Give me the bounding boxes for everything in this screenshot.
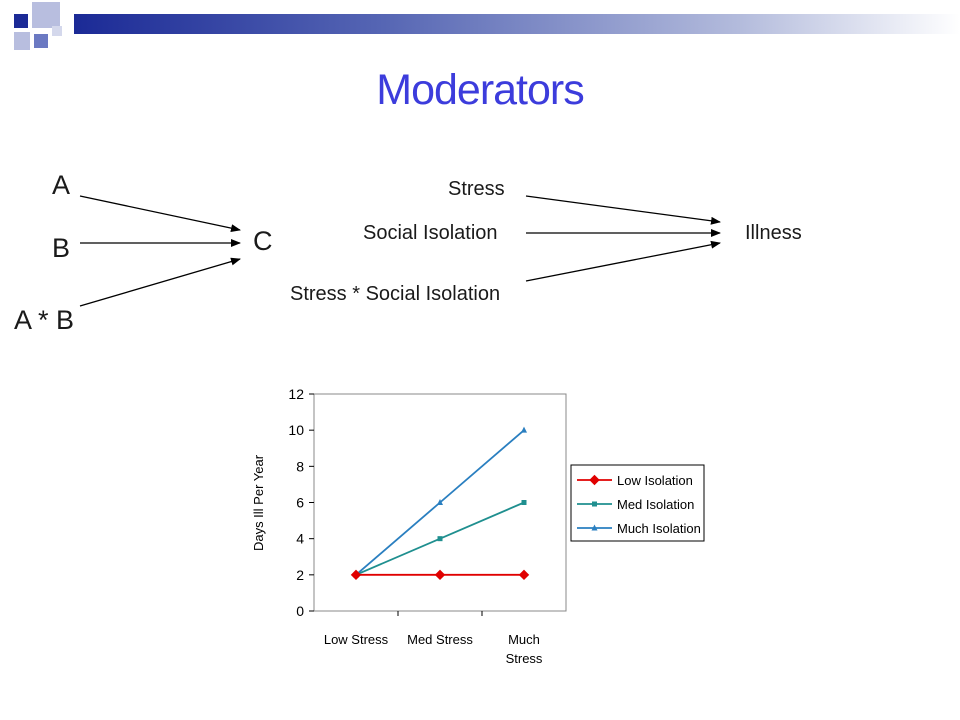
input-label-social-isolation: Social Isolation xyxy=(363,222,498,244)
y-axis-label: Days Ill Per Year xyxy=(251,454,266,551)
arrow-stress-to-illness xyxy=(525,195,721,225)
legend-label: Low Isolation xyxy=(617,473,693,488)
x-tick-label: Much xyxy=(508,632,540,647)
output-label-c: C xyxy=(253,226,273,256)
x-tick-label: Stress xyxy=(506,651,543,666)
data-point-triangle xyxy=(437,499,443,505)
legend-label: Much Isolation xyxy=(617,521,701,536)
arrow-a-to-c xyxy=(79,195,241,233)
legend: Low Isolation Med Isolation Much Isolation xyxy=(577,473,701,536)
data-point-diamond xyxy=(434,569,446,581)
data-point-triangle xyxy=(591,524,598,531)
input-label-stress: Stress xyxy=(448,178,505,200)
corner-square-mid xyxy=(34,34,48,48)
data-point-diamond xyxy=(589,474,600,486)
input-label-a: A xyxy=(52,170,71,200)
data-point-square xyxy=(521,500,527,505)
arrow-interaction-to-illness xyxy=(525,240,721,282)
page-title: Moderators xyxy=(376,66,584,114)
y-tick-label: 0 xyxy=(296,603,304,619)
input-label-stress-x-isolation: Stress * Social Isolation xyxy=(290,283,501,305)
corner-square-light xyxy=(32,2,60,28)
corner-square-dark xyxy=(14,14,28,28)
arrow-ab-to-c xyxy=(79,257,241,307)
x-axis: Low Stress Med Stress Much Stress xyxy=(324,611,543,666)
y-tick-label: 8 xyxy=(296,458,304,474)
y-tick-label: 10 xyxy=(288,422,304,438)
data-point-square xyxy=(437,536,443,542)
data-point-triangle xyxy=(521,426,527,433)
output-label-illness: Illness xyxy=(745,222,802,244)
legend-label: Med Isolation xyxy=(617,497,694,512)
input-label-b: B xyxy=(52,233,71,263)
header-gradient-bar xyxy=(74,14,960,34)
data-point-diamond xyxy=(518,569,530,581)
data-point-diamond xyxy=(350,569,362,581)
y-axis: 0 2 4 6 8 10 12 xyxy=(288,386,314,619)
y-tick-label: 2 xyxy=(296,567,304,583)
x-tick-label: Med Stress xyxy=(407,632,473,647)
y-tick-label: 12 xyxy=(288,386,304,402)
corner-square-pale xyxy=(52,26,62,36)
y-tick-label: 6 xyxy=(296,495,304,511)
x-tick-label: Low Stress xyxy=(324,632,389,647)
input-label-interaction: A * B xyxy=(14,305,75,335)
corner-square-light xyxy=(14,32,30,50)
chart-series xyxy=(350,426,530,581)
data-point-square xyxy=(592,501,597,507)
y-tick-label: 4 xyxy=(296,531,304,547)
